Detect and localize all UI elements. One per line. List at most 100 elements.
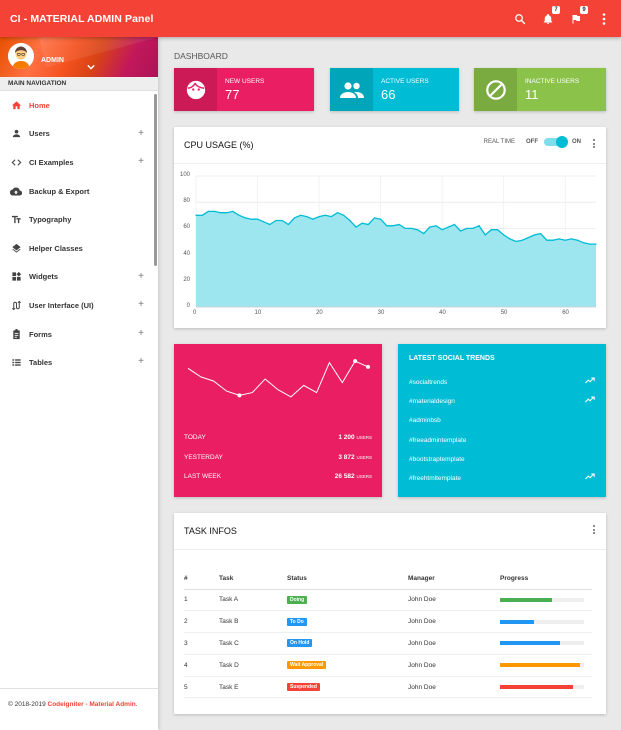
cpu-data-point: [226, 212, 228, 214]
sidebar-item-forms[interactable]: Forms +: [0, 320, 158, 349]
sidebar-item-typography[interactable]: Typography: [0, 205, 158, 234]
cpu-data-point: [318, 216, 320, 218]
cpu-data-point: [453, 223, 456, 226]
top-navbar: CI - MATERIAL ADMIN Panel 7 9: [0, 0, 621, 37]
cpu-data-point: [570, 238, 572, 240]
column-header: Progress: [500, 569, 592, 590]
info-box-active-users[interactable]: ACTIVE USERS 66: [330, 68, 459, 111]
sparkline-point: [237, 393, 242, 398]
cpu-data-point: [533, 234, 536, 236]
trend-item[interactable]: #bootstraptemplate: [409, 456, 595, 463]
toggle-on-label: ON: [572, 139, 581, 145]
expand-plus-icon[interactable]: +: [138, 156, 144, 168]
card-title: TASK INFOS: [184, 526, 237, 536]
flag-icon[interactable]: 9: [569, 5, 588, 26]
x-tick-label: 20: [316, 310, 323, 316]
expand-plus-icon[interactable]: +: [138, 356, 144, 368]
expand-plus-icon[interactable]: +: [138, 327, 144, 339]
app-title[interactable]: CI - MATERIAL ADMIN Panel: [10, 12, 154, 25]
face-icon: [174, 68, 217, 111]
x-tick-label: 50: [500, 310, 508, 316]
cpu-data-point: [367, 223, 369, 226]
trend-item[interactable]: #materialdesign: [409, 396, 595, 406]
trend-item[interactable]: #freehtmltemplate: [409, 473, 595, 482]
chevron-down-icon[interactable]: [87, 57, 95, 75]
cpu-data-point: [466, 227, 468, 229]
people-icon: [330, 68, 373, 111]
info-box-inactive-users[interactable]: INACTIVE USERS 11: [474, 68, 606, 111]
sidebar-item-label: Backup & Export: [29, 186, 90, 196]
cpu-data-point: [441, 229, 443, 231]
progress-fill: [500, 663, 580, 668]
cpu-data-point: [281, 219, 283, 222]
trend-item[interactable]: #socialtrends: [409, 377, 595, 386]
sidebar-item-users[interactable]: Users +: [0, 120, 158, 149]
trend-tag: #materialdesign: [409, 398, 455, 406]
task-name: Task C: [219, 632, 287, 655]
overview-unit: USERS: [356, 455, 372, 460]
sidebar-item-widgets[interactable]: Widgets +: [0, 263, 158, 292]
table-row: 3 Task C On Hold John Doe: [184, 632, 592, 655]
sidebar-item-helper-classes[interactable]: Helper Classes: [0, 234, 158, 263]
cpu-data-point: [410, 227, 412, 229]
cpu-data-point: [306, 216, 308, 218]
expand-plus-icon[interactable]: +: [138, 270, 144, 282]
footer-link[interactable]: Codeigniter - Material Admin: [47, 701, 136, 708]
bell-icon[interactable]: 7: [541, 5, 560, 26]
expand-plus-icon[interactable]: +: [138, 299, 144, 311]
expand-plus-icon[interactable]: +: [138, 127, 144, 139]
overview-value: 1 200: [338, 434, 355, 441]
y-tick-label: 80: [183, 198, 190, 205]
trend-tag: #socialtrends: [409, 379, 448, 386]
page-title: DASHBOARD: [174, 51, 228, 61]
cpu-data-point: [349, 219, 351, 222]
cpu-data-point: [312, 218, 314, 220]
task-number: 3: [184, 632, 219, 655]
notifications-badge: 7: [552, 5, 560, 14]
cpu-data-point: [416, 229, 419, 231]
sidebar-scrollbar[interactable]: [154, 94, 157, 266]
task-name: Task D: [219, 654, 287, 677]
sidebar-item-label: Home: [29, 100, 50, 110]
sidebar-item-tables[interactable]: Tables +: [0, 348, 158, 377]
cpu-data-point: [515, 240, 517, 243]
sidebar-item-ci-examples[interactable]: CI Examples +: [0, 148, 158, 177]
sidebar-item-home[interactable]: Home: [0, 91, 158, 120]
cpu-data-point: [355, 226, 357, 228]
search-icon[interactable]: [513, 12, 527, 26]
progress-bar: [500, 597, 584, 602]
swap-calls-icon: [10, 299, 22, 311]
cpu-data-point: [195, 214, 197, 216]
info-box-label: ACTIVE USERS: [381, 78, 429, 85]
x-tick-label: 60: [562, 310, 569, 316]
overview-value: 26 582: [334, 473, 355, 480]
avatar[interactable]: [8, 43, 34, 69]
realtime-switch[interactable]: [544, 136, 568, 148]
tasks-badge: 9: [580, 5, 588, 14]
code-icon: [10, 156, 22, 168]
trend-item[interactable]: #adminbsb: [409, 417, 595, 424]
card-title: LATEST SOCIAL TRENDS: [409, 355, 495, 362]
sidebar-item-label: User Interface (UI): [29, 300, 94, 310]
more-vert-icon[interactable]: [593, 525, 596, 536]
trend-item[interactable]: #freeadmintemplate: [409, 437, 595, 444]
sidebar-item-backup-export[interactable]: Backup & Export: [0, 177, 158, 206]
layers-icon: [10, 242, 22, 254]
trend-tag: #bootstraptemplate: [409, 455, 465, 463]
more-vert-icon[interactable]: [593, 139, 596, 150]
cpu-data-point: [404, 227, 406, 229]
sidebar-item-label: CI Examples: [29, 157, 74, 167]
table-header-row: # Task Status Manager Progress: [184, 569, 592, 590]
cpu-data-point: [423, 233, 425, 235]
x-tick-label: 10: [254, 310, 262, 316]
sidebar-item-user-interface[interactable]: User Interface (UI) +: [0, 291, 158, 320]
cpu-data-point: [558, 238, 560, 240]
overview-row-last-week: LAST WEEK 26 582 USERS: [184, 473, 372, 480]
progress-bar: [500, 619, 584, 624]
cpu-data-point: [398, 223, 400, 226]
task-progress-cell: [500, 632, 592, 655]
cpu-data-point: [256, 218, 259, 220]
task-name: Task E: [219, 676, 287, 699]
more-vert-icon[interactable]: [597, 12, 611, 26]
info-box-new-users[interactable]: NEW USERS 77: [174, 68, 314, 111]
